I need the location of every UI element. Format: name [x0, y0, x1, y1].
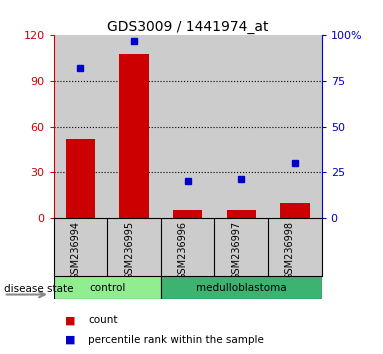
- Bar: [214, 35, 268, 218]
- Text: GSM236996: GSM236996: [178, 221, 188, 280]
- Text: percentile rank within the sample: percentile rank within the sample: [88, 335, 264, 345]
- Text: GSM236995: GSM236995: [124, 221, 134, 280]
- Bar: [268, 35, 322, 218]
- Bar: [119, 53, 149, 218]
- Title: GDS3009 / 1441974_at: GDS3009 / 1441974_at: [107, 21, 268, 34]
- Text: disease state: disease state: [4, 284, 73, 293]
- Bar: [227, 210, 256, 218]
- Bar: [161, 276, 322, 299]
- Text: GSM236998: GSM236998: [285, 221, 295, 280]
- Text: GSM236994: GSM236994: [70, 221, 80, 280]
- Text: ■: ■: [65, 315, 75, 325]
- Text: GSM236997: GSM236997: [231, 221, 241, 280]
- Text: ■: ■: [65, 335, 75, 345]
- Bar: [161, 35, 214, 218]
- Bar: [54, 276, 161, 299]
- Bar: [107, 35, 161, 218]
- Text: medulloblastoma: medulloblastoma: [196, 282, 286, 293]
- Bar: [280, 202, 309, 218]
- Bar: [54, 35, 107, 218]
- Bar: [66, 139, 95, 218]
- Bar: [173, 210, 203, 218]
- Text: count: count: [88, 315, 118, 325]
- Text: control: control: [89, 282, 125, 293]
